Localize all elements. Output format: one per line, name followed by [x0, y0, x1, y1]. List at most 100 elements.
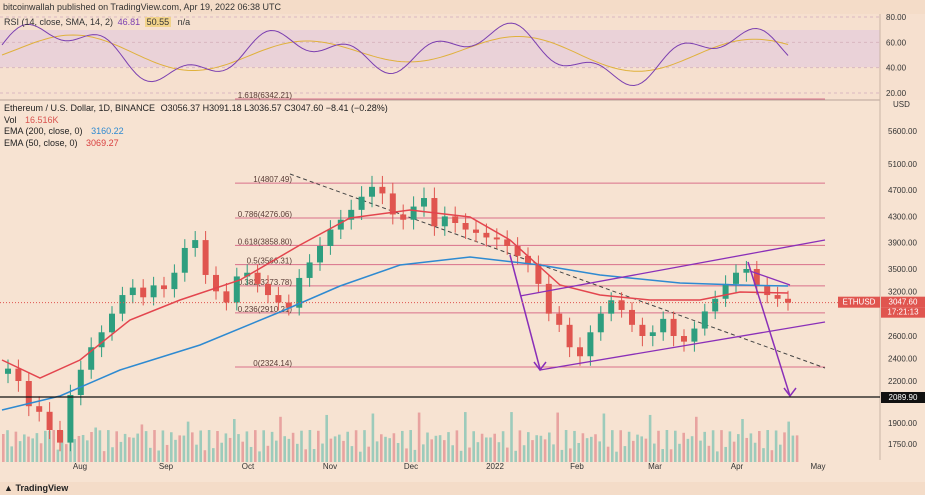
- volume-bar: [308, 430, 312, 462]
- candle-body: [150, 285, 157, 298]
- projection-line-left: [509, 254, 541, 370]
- volume-bar: [191, 432, 194, 462]
- countdown-badge-bg: [881, 307, 925, 318]
- volume-bar: [2, 434, 5, 462]
- volume-bar: [716, 451, 719, 462]
- volume-bar: [669, 449, 673, 462]
- volume-bar: [459, 450, 463, 462]
- ema200-label: EMA (200, close, 0): [4, 126, 83, 136]
- volume-bar: [73, 439, 76, 462]
- price-axis-label: 1900.00: [888, 419, 917, 428]
- rsi-axis-label: 60.00: [886, 38, 907, 47]
- volume-bar: [602, 413, 606, 462]
- candle-body: [389, 193, 396, 215]
- volume-bar: [611, 430, 614, 462]
- candle-body: [5, 368, 11, 374]
- volume-bar: [422, 444, 425, 462]
- fib-level-label: 0.236(2910.21): [238, 305, 293, 314]
- volume-bar: [678, 443, 681, 462]
- candle-body: [577, 347, 583, 357]
- rsi-sma-line: [1, 34, 789, 72]
- volume-bar: [367, 446, 370, 462]
- trendline-dashed: [289, 173, 826, 369]
- volume-bar: [577, 442, 580, 462]
- candle-body: [785, 298, 791, 303]
- price-axis-label: 5600.00: [888, 127, 917, 136]
- fib-level-label: 0.382(3273.78): [238, 278, 293, 287]
- volume-bar: [707, 445, 711, 462]
- volume-bar: [123, 433, 127, 462]
- channel-upper-line: [519, 239, 826, 297]
- volume-bar: [762, 448, 765, 462]
- volume-bar: [585, 438, 589, 462]
- volume-bar: [653, 443, 656, 462]
- volume-bar: [472, 431, 475, 462]
- candle-body: [587, 332, 594, 357]
- candle-body: [410, 206, 417, 220]
- candle-body: [369, 186, 375, 197]
- candle-body: [317, 246, 323, 263]
- rsi-axis-label: 20.00: [886, 89, 907, 98]
- volume-bar: [165, 444, 169, 462]
- candle-body: [379, 186, 386, 194]
- volume-bar: [195, 444, 198, 462]
- candle-body: [556, 313, 563, 325]
- volume-bar: [39, 443, 43, 462]
- price-axis-label: 4700.00: [888, 186, 917, 195]
- candle-body: [473, 229, 479, 233]
- rsi-value: 46.81: [117, 17, 141, 27]
- volume-bar: [170, 432, 173, 462]
- volume-bar: [695, 416, 698, 462]
- volume-bar: [48, 430, 51, 462]
- volume-bar: [745, 437, 748, 462]
- volume-bar: [94, 427, 97, 462]
- volume-bar: [224, 433, 228, 462]
- volume-bar: [140, 424, 144, 462]
- candle-body: [213, 274, 219, 292]
- volume-bar: [795, 435, 799, 462]
- volume-bar: [783, 432, 786, 462]
- candle-body: [88, 347, 95, 370]
- volume-bar: [627, 431, 631, 462]
- candle-body: [57, 430, 63, 443]
- price-badge: 3047.60: [889, 298, 918, 307]
- candle-body: [98, 332, 105, 348]
- candle-body: [358, 196, 365, 210]
- volume-bar: [363, 430, 366, 462]
- volume-bar: [501, 431, 505, 462]
- volume-bar: [23, 434, 26, 462]
- volume-bar: [128, 437, 131, 462]
- volume-bar: [464, 412, 467, 462]
- candle-body: [691, 328, 698, 342]
- volume-bar: [724, 446, 727, 462]
- volume-bar: [539, 435, 543, 462]
- volume-bar: [619, 430, 622, 462]
- volume-bar: [552, 444, 555, 462]
- candle-body: [462, 223, 469, 230]
- candle-body: [223, 291, 230, 303]
- publisher-bar: bitcoinwallah published on TradingView.c…: [0, 0, 925, 14]
- volume-bar: [527, 432, 530, 462]
- candle-body: [514, 246, 521, 256]
- volume-bar: [640, 436, 643, 462]
- candle-body: [15, 368, 22, 381]
- price-axis-label: 3900.00: [888, 239, 917, 248]
- candle-body: [244, 272, 251, 277]
- volume-bar: [149, 447, 152, 462]
- volume-bar: [287, 438, 291, 462]
- candle-body: [639, 324, 646, 336]
- candle-body: [452, 216, 459, 223]
- volume-bar: [409, 430, 412, 462]
- volume-bar: [548, 432, 551, 462]
- volume-bar: [413, 449, 417, 462]
- volume-bar: [212, 448, 215, 462]
- volume-bar: [203, 450, 207, 462]
- candle-body: [171, 272, 178, 290]
- support-badge: 2089.90: [889, 393, 918, 402]
- volume-bar: [489, 437, 492, 462]
- volume-bar: [296, 443, 299, 462]
- volume-bar: [430, 439, 433, 462]
- fib-level-label: 1.618(6342.21): [238, 91, 293, 100]
- volume-bar: [6, 430, 9, 462]
